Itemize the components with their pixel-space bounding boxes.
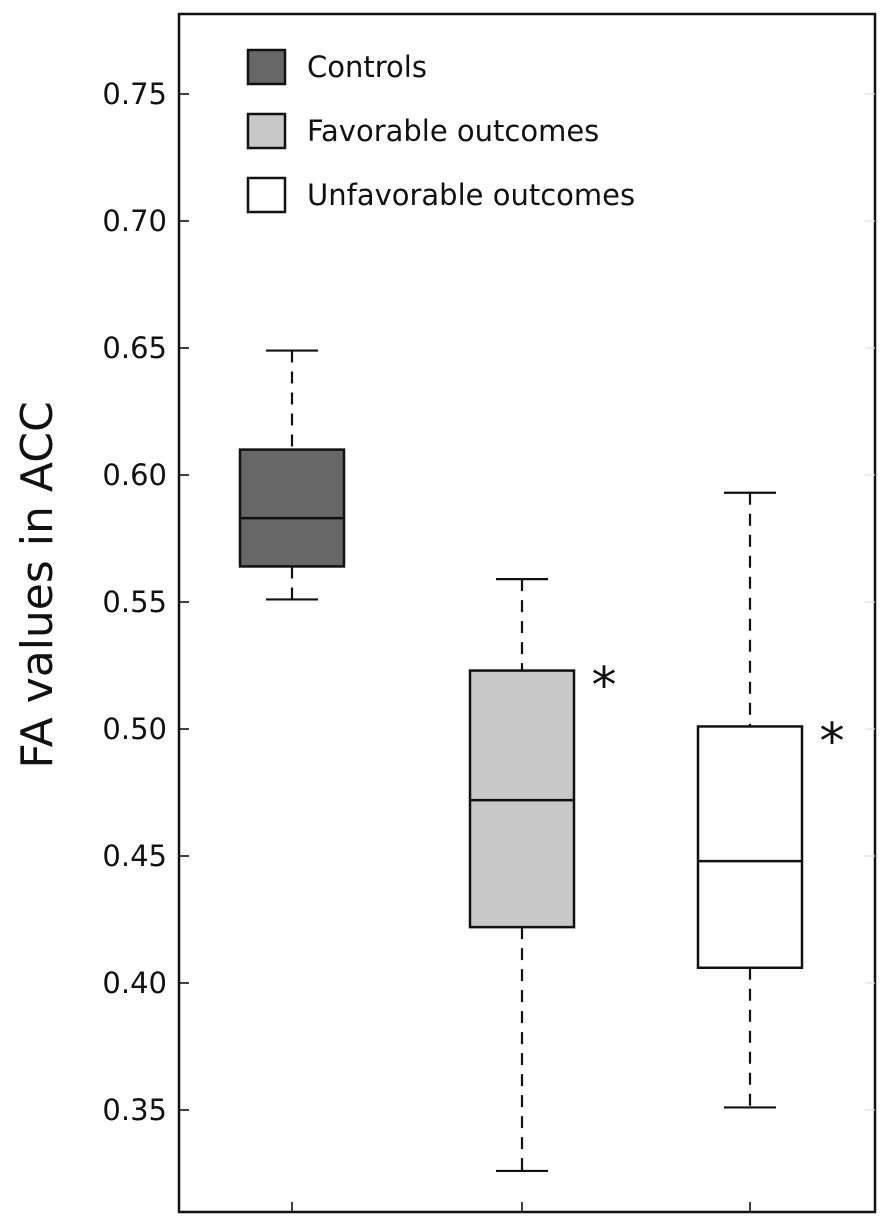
y-tick-label: 0.75 — [102, 77, 167, 111]
legend-swatch — [246, 176, 287, 214]
y-axis: 0.75 0.70 0.65 0.60 0.55 0.50 0.45 0.40 0.35 — [102, 77, 875, 1127]
significance-marker: * — [592, 657, 617, 715]
y-tick-label: 0.45 — [102, 839, 167, 873]
box-iqr — [238, 448, 346, 568]
legend-item: Unfavorable outcomes — [246, 176, 635, 214]
y-tick-label: 0.60 — [102, 458, 167, 492]
legend-item: Controls — [246, 48, 427, 86]
legend-label: Controls — [307, 50, 427, 84]
legend-label: Favorable outcomes — [307, 114, 599, 148]
y-tick-label: 0.40 — [102, 966, 167, 1000]
y-tick-label: 0.70 — [102, 204, 167, 238]
box-iqr — [696, 725, 804, 970]
plot-frame — [177, 12, 877, 1214]
significance-marker: * — [820, 712, 845, 770]
y-axis-title: FA values in ACC — [12, 401, 63, 768]
legend-label: Unfavorable outcomes — [307, 178, 635, 212]
boxes: ** — [238, 349, 845, 1212]
legend-item: Favorable outcomes — [246, 112, 599, 150]
y-tick-label: 0.50 — [102, 712, 167, 746]
box-iqr — [468, 669, 576, 929]
y-tick-label: 0.35 — [102, 1093, 167, 1127]
legend-swatch — [246, 112, 287, 150]
box-group: * — [696, 491, 845, 1212]
legend-swatch — [246, 48, 287, 86]
box-group: * — [468, 578, 617, 1212]
legend: Controls Favorable outcomes Unfavorable ou… — [246, 48, 635, 214]
box-group — [238, 349, 346, 1212]
y-tick-label: 0.55 — [102, 585, 167, 619]
y-tick-label: 0.65 — [102, 331, 167, 365]
